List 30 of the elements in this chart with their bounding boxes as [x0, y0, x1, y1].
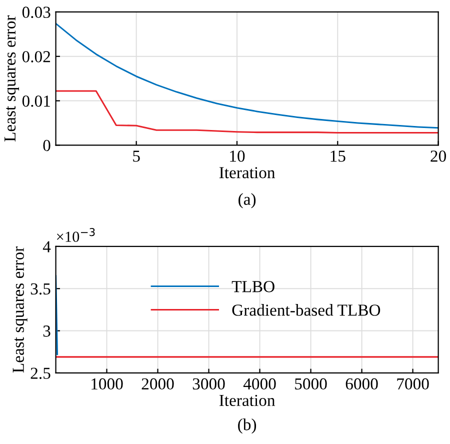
- x-tick-label: 7000: [397, 378, 429, 390]
- y-tick-label: 4: [42, 241, 51, 252]
- x-axis-title: Iteration: [219, 394, 276, 406]
- x-tick-label: 5: [133, 150, 140, 162]
- text: (a): [238, 193, 256, 208]
- y-tick-label: 0: [43, 140, 50, 152]
- y-tick-label: 0.03: [22, 6, 50, 18]
- legend-label: Gradient-based TLBO: [232, 304, 380, 316]
- x-tick-label: 1000: [92, 378, 123, 390]
- y-tick-label: 3.5: [30, 283, 50, 295]
- text: ×10$^{−3}$: [57, 228, 95, 242]
- y-tick-label: 2.5: [30, 368, 50, 379]
- x-axis-title: Iteration: [219, 167, 276, 178]
- text: (b): [238, 418, 256, 434]
- x-tick-label: 10: [230, 150, 245, 162]
- legend-label: TLBO: [232, 281, 274, 292]
- x-tick-label: 4000: [243, 378, 276, 390]
- y-tick-label: 0.02: [22, 51, 50, 62]
- y-axis-title: Least squares error: [4, 15, 19, 142]
- line-series: [56, 90, 438, 134]
- line-series: [56, 22, 438, 129]
- y-axis-title: Least squares error: [12, 246, 28, 373]
- y-tick-label: 0.01: [22, 95, 50, 107]
- y-tick-label: 3: [43, 326, 50, 337]
- x-tick-label: 3000: [192, 378, 225, 390]
- x-tick-label: 15: [330, 150, 346, 162]
- x-tick-label: 20: [430, 150, 446, 162]
- x-tick-label: 2000: [142, 378, 174, 390]
- x-tick-label: 6000: [346, 378, 378, 390]
- x-tick-label: 5000: [295, 378, 327, 390]
